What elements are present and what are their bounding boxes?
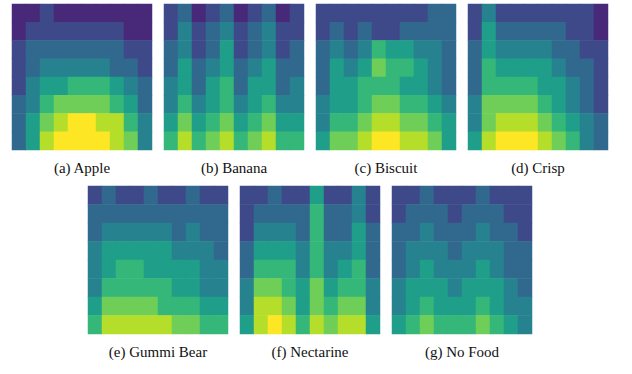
svg-text:(g) No Food: (g) No Food <box>425 344 500 361</box>
svg-text:(a) Apple: (a) Apple <box>54 160 111 177</box>
svg-text:(e) Gummi Bear: (e) Gummi Bear <box>109 344 207 361</box>
svg-text:(c) Biscuit: (c) Biscuit <box>355 160 419 177</box>
svg-text:(d) Crisp: (d) Crisp <box>511 160 565 177</box>
svg-text:(f) Nectarine: (f) Nectarine <box>271 344 348 361</box>
svg-text:(b) Banana: (b) Banana <box>201 160 268 177</box>
